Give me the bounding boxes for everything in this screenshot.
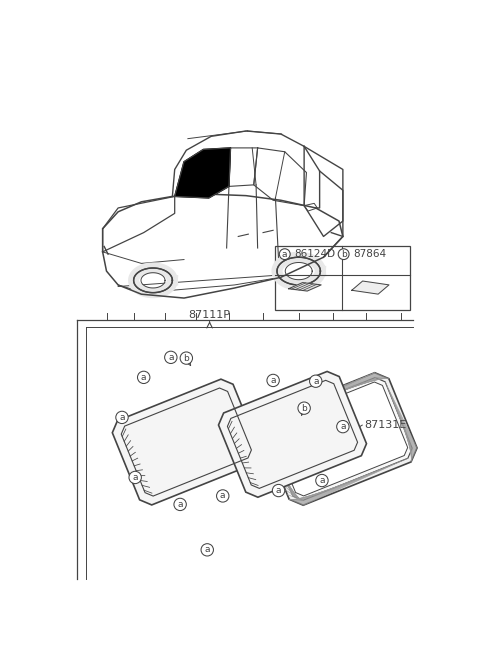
Polygon shape [218,371,367,497]
Circle shape [129,472,142,483]
Circle shape [180,352,192,364]
Text: 87131E: 87131E [364,420,406,430]
Circle shape [336,421,349,433]
Text: a: a [270,376,276,385]
Text: a: a [276,486,281,495]
Text: a: a [178,500,183,509]
Circle shape [267,374,279,386]
Polygon shape [266,377,412,500]
Text: a: a [119,413,125,422]
Circle shape [298,402,311,415]
Text: a: a [204,546,210,554]
Text: 86124D: 86124D [294,249,335,259]
Polygon shape [175,148,230,198]
Circle shape [137,371,150,384]
Circle shape [216,490,229,502]
Text: 87111P: 87111P [189,310,230,320]
Text: a: a [132,473,138,482]
Circle shape [310,375,322,387]
Polygon shape [112,379,260,505]
Text: a: a [220,491,226,500]
Text: a: a [340,422,346,431]
Text: b: b [341,250,347,259]
Polygon shape [261,373,417,505]
Text: b: b [301,403,307,413]
Text: a: a [141,373,146,382]
Text: a: a [282,250,288,259]
Polygon shape [288,282,321,291]
Circle shape [316,474,328,487]
Text: a: a [313,377,319,386]
Bar [275,246,410,310]
Circle shape [174,498,186,510]
Text: a: a [319,476,324,485]
Circle shape [116,411,128,424]
Circle shape [338,249,349,259]
Circle shape [201,544,214,556]
Text: b: b [183,354,189,363]
Circle shape [272,485,285,496]
Circle shape [279,249,290,259]
Polygon shape [352,281,389,294]
Text: a: a [168,353,174,362]
Polygon shape [270,382,408,496]
Text: 87864: 87864 [353,249,386,259]
Circle shape [165,351,177,364]
